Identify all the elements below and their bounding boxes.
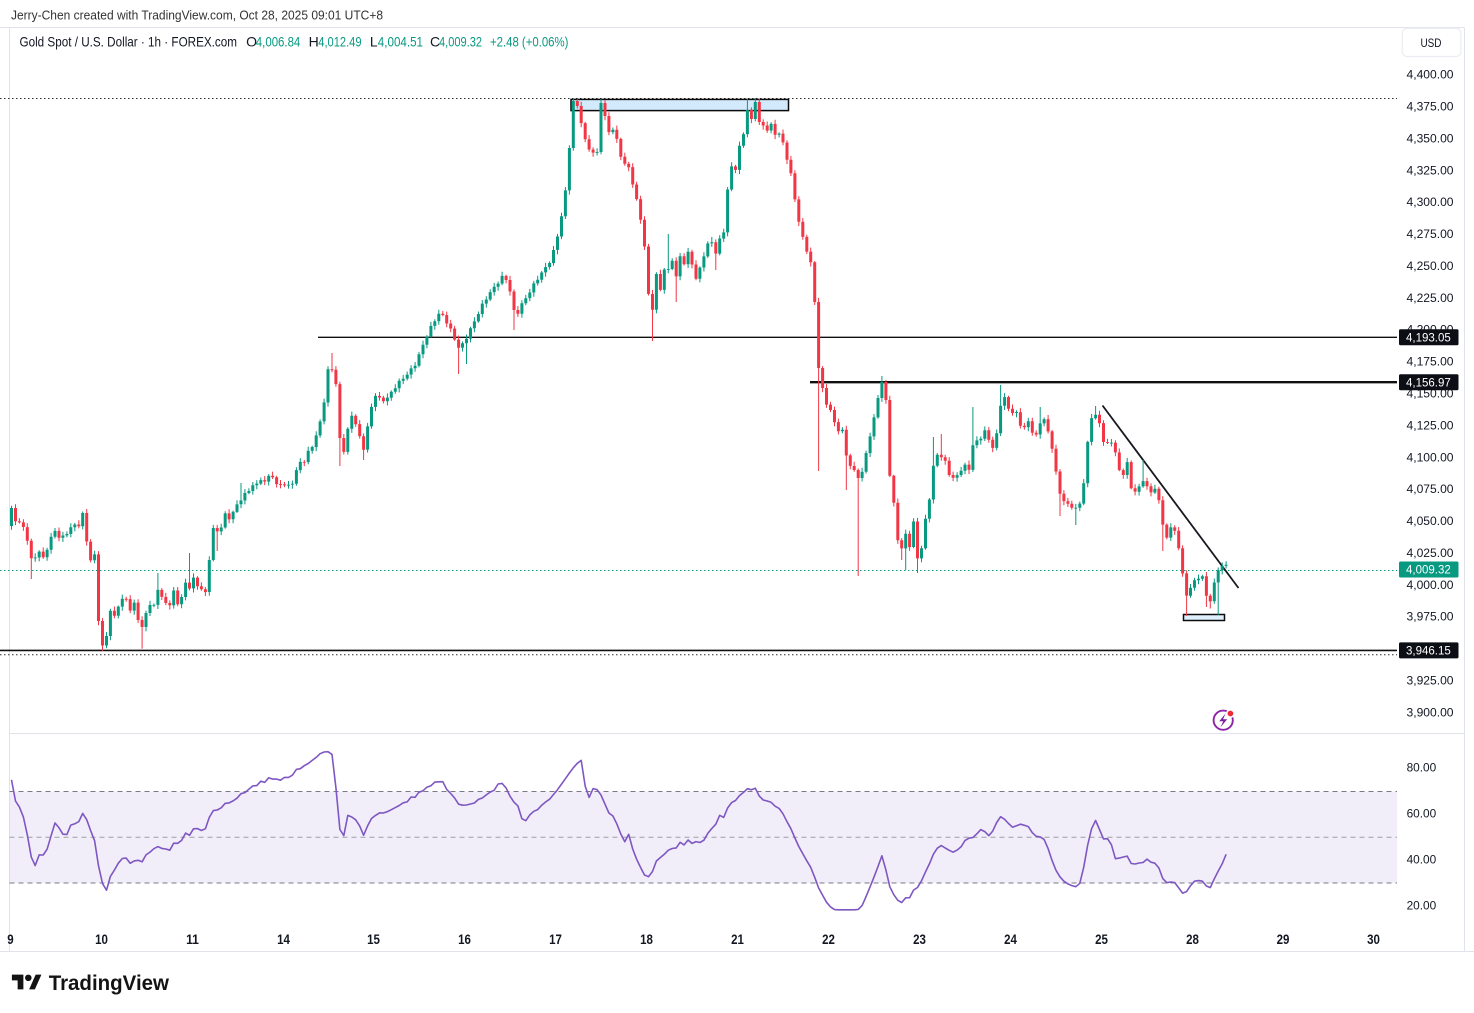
svg-text:18: 18: [640, 931, 653, 947]
svg-text:4,006.84: 4,006.84: [256, 34, 301, 50]
svg-text:USD: USD: [1421, 36, 1442, 50]
svg-text:C: C: [430, 34, 440, 50]
svg-text:14: 14: [277, 931, 290, 947]
svg-text:4,350.00: 4,350.00: [1407, 131, 1454, 145]
svg-text:4,400.00: 4,400.00: [1407, 68, 1454, 82]
svg-text:4,009.32: 4,009.32: [439, 34, 482, 50]
svg-text:24: 24: [1004, 931, 1017, 947]
svg-text:20.00: 20.00: [1407, 899, 1437, 913]
svg-text:4,175.00: 4,175.00: [1407, 355, 1454, 369]
svg-text:4,075.00: 4,075.00: [1407, 482, 1454, 496]
svg-text:4,004.51: 4,004.51: [378, 34, 423, 50]
svg-text:4,156.97: 4,156.97: [1406, 377, 1451, 389]
svg-text:9: 9: [7, 931, 14, 947]
svg-text:4,375.00: 4,375.00: [1407, 99, 1454, 113]
svg-text:Jerry-Chen created with Tradin: Jerry-Chen created with TradingView.com,…: [11, 8, 383, 23]
svg-text:3,900.00: 3,900.00: [1407, 705, 1454, 719]
svg-text:4,275.00: 4,275.00: [1407, 227, 1454, 241]
svg-text:3,946.15: 3,946.15: [1406, 646, 1451, 658]
svg-text:3,975.00: 3,975.00: [1407, 610, 1454, 624]
svg-text:10: 10: [95, 931, 108, 947]
svg-text:4,225.00: 4,225.00: [1407, 291, 1454, 305]
svg-text:30: 30: [1367, 931, 1380, 947]
svg-text:4,000.00: 4,000.00: [1407, 578, 1454, 592]
svg-text:29: 29: [1277, 931, 1290, 947]
svg-text:11: 11: [186, 931, 199, 947]
svg-text:21: 21: [731, 931, 744, 947]
svg-text:4,193.05: 4,193.05: [1406, 333, 1451, 345]
svg-text:O: O: [246, 34, 257, 50]
svg-text:Gold Spot / U.S. Dollar · 1h ·: Gold Spot / U.S. Dollar · 1h · FOREX.com: [20, 34, 238, 50]
svg-text:4,250.00: 4,250.00: [1407, 259, 1454, 273]
svg-text:L: L: [370, 34, 378, 50]
svg-text:H: H: [309, 34, 319, 50]
svg-text:4,300.00: 4,300.00: [1407, 195, 1454, 209]
svg-text:4,025.00: 4,025.00: [1407, 546, 1454, 560]
svg-text:TradingView: TradingView: [49, 972, 170, 995]
svg-text:4,050.00: 4,050.00: [1407, 514, 1454, 528]
svg-text:4,325.00: 4,325.00: [1407, 163, 1454, 177]
svg-text:22: 22: [822, 931, 835, 947]
svg-text:4,009.32: 4,009.32: [1406, 565, 1451, 577]
svg-text:4,100.00: 4,100.00: [1407, 450, 1454, 464]
svg-text:40.00: 40.00: [1407, 853, 1437, 867]
svg-text:3,925.00: 3,925.00: [1407, 673, 1454, 687]
svg-text:4,012.49: 4,012.49: [318, 34, 361, 50]
svg-text:+2.48 (+0.06%): +2.48 (+0.06%): [490, 34, 568, 50]
svg-text:80.00: 80.00: [1407, 761, 1437, 775]
svg-text:23: 23: [913, 931, 926, 947]
svg-text:16: 16: [458, 931, 471, 947]
svg-text:4,125.00: 4,125.00: [1407, 418, 1454, 432]
svg-text:15: 15: [367, 931, 380, 947]
svg-text:25: 25: [1095, 931, 1108, 947]
svg-text:60.00: 60.00: [1407, 807, 1437, 821]
svg-text:28: 28: [1186, 931, 1199, 947]
svg-text:17: 17: [549, 931, 562, 947]
